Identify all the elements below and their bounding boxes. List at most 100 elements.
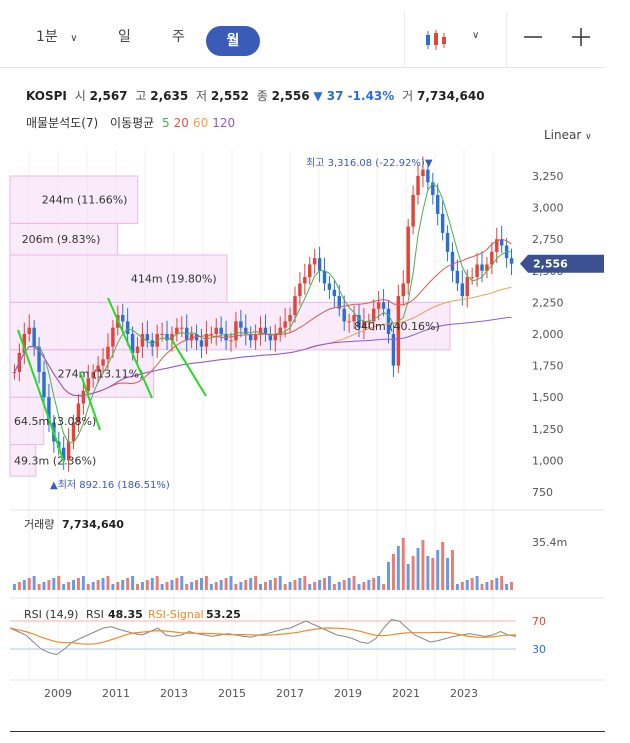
volume-bar <box>451 550 454 590</box>
candle-body <box>140 334 145 347</box>
volume-bar <box>510 582 514 590</box>
zoom-out-button[interactable] <box>522 22 544 52</box>
min-price-label: ▲최저 892.16 (186.51%) <box>50 479 170 491</box>
scale-select[interactable]: Linear ∨ <box>544 128 592 142</box>
volume-bar <box>86 584 90 590</box>
volume-profile-label: 840m (40.16%) <box>354 320 440 333</box>
volume-bar <box>372 578 376 590</box>
volume-bar <box>347 578 351 590</box>
volume-bar <box>249 578 253 590</box>
rsi-title: RSI (14,9) <box>24 608 78 621</box>
candle-body <box>268 334 273 341</box>
candle-body <box>283 321 287 328</box>
volume-bar <box>180 576 184 590</box>
candle-body <box>357 315 361 328</box>
volume-bar <box>150 578 154 590</box>
volume-profile-label: 64.5m (3.08%) <box>14 415 96 428</box>
candlestick-icon[interactable] <box>424 28 448 52</box>
volume-value: 7,734,640 <box>417 89 485 103</box>
volume-bar <box>293 580 297 590</box>
volume-bar <box>155 576 159 590</box>
candle-body <box>248 334 253 341</box>
volume-profile-label[interactable]: 매물분석도(7) <box>26 116 99 130</box>
volume-axis-tick: 35.4m <box>532 536 567 549</box>
candle-body <box>288 315 292 322</box>
volume-bar <box>298 578 302 590</box>
ma-period-20: 20 <box>173 116 189 130</box>
price-tick-label: 2,000 <box>532 328 564 341</box>
candle-body <box>91 371 95 379</box>
price-tick-label: 1,250 <box>532 423 564 436</box>
candle-body <box>37 346 41 372</box>
interval-label: 1분 <box>36 29 58 45</box>
time-tick-label: 2023 <box>450 687 478 700</box>
volume-bar <box>391 554 395 590</box>
volume-bar <box>387 562 390 590</box>
volume-bar <box>81 576 85 590</box>
candle-body <box>214 327 218 334</box>
candle-body <box>180 327 184 329</box>
volume-bar <box>131 576 135 590</box>
candle-body <box>125 321 130 334</box>
price-tick-label: 2,750 <box>532 233 564 246</box>
candle-body <box>86 378 91 391</box>
candle-body <box>47 397 51 423</box>
candle-body <box>445 232 450 252</box>
tab-week[interactable]: 주 <box>172 29 185 45</box>
volume-bar <box>234 584 238 590</box>
tab-month[interactable]: 월 <box>206 26 260 56</box>
volume-bar <box>377 576 381 590</box>
volume-bar <box>411 556 415 590</box>
volume-bar <box>106 576 110 590</box>
volume-bar <box>200 578 203 590</box>
volume-bar <box>67 582 71 590</box>
tab-day[interactable]: 일 <box>118 29 131 45</box>
volume-bar <box>145 580 149 590</box>
ma-periods: 5 20 60 120 <box>162 116 239 130</box>
ma-line-120 <box>14 316 512 397</box>
volume-bar <box>406 564 410 590</box>
volume-bar <box>500 576 504 590</box>
candle-body <box>308 264 312 278</box>
volume-bar <box>337 582 341 590</box>
candle-body <box>234 321 238 341</box>
volume-bar <box>140 582 144 590</box>
zoom-in-button[interactable] <box>570 22 592 52</box>
chevron-down-icon[interactable]: ∨ <box>472 30 480 41</box>
candle-body <box>96 365 100 372</box>
volume-bar <box>254 576 258 590</box>
volume-bar <box>495 578 499 590</box>
candle-body <box>258 327 263 334</box>
trendline <box>17 329 65 463</box>
price-tick-label: 1,750 <box>532 360 564 373</box>
volume-bar <box>190 582 194 590</box>
volume-pane-label: 거래량 <box>24 518 54 531</box>
current-price-value: 2,556 <box>533 258 568 271</box>
bottom-divider <box>10 731 605 732</box>
rsi-label: RSI <box>86 608 104 621</box>
candle-body <box>253 334 258 341</box>
volume-bar <box>72 580 75 590</box>
volume-bar <box>17 582 21 590</box>
candle-body <box>332 289 337 297</box>
candle-body <box>490 251 494 265</box>
volume-bar <box>32 576 36 590</box>
volume-bar <box>460 582 464 590</box>
time-tick-label: 2009 <box>44 687 72 700</box>
candle-body <box>199 340 204 347</box>
volume-bar <box>76 578 80 590</box>
low-value: 2,552 <box>210 89 249 103</box>
volume-bar <box>12 584 16 590</box>
volume-bar <box>111 584 115 590</box>
candle-body <box>229 340 233 342</box>
moving-average-label[interactable]: 이동평균 <box>110 116 155 130</box>
volume-bar <box>308 584 312 590</box>
volume-bar <box>195 580 199 590</box>
interval-select[interactable]: 1분 ∨ <box>36 26 78 46</box>
candle-body <box>150 340 154 347</box>
volume-bar <box>367 580 371 590</box>
candle-body <box>135 346 140 353</box>
candle-body <box>111 327 115 347</box>
candle-body <box>391 334 396 366</box>
